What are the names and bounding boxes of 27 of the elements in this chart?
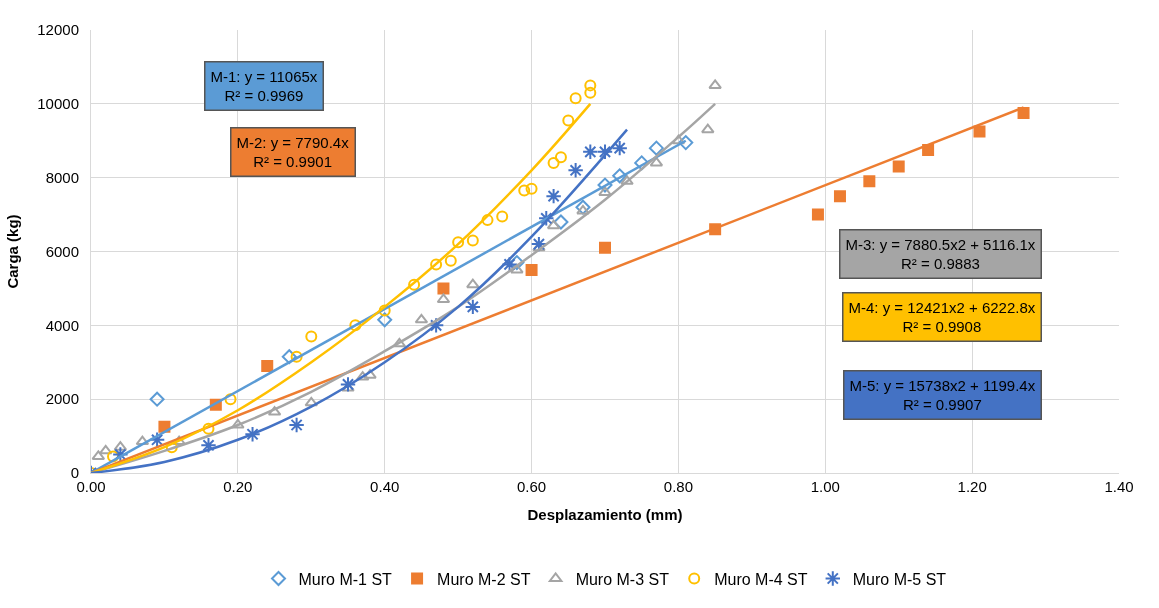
x-tick-label: 1.40 — [1104, 478, 1134, 495]
annotation: M-4: y = 12421x2 + 6222.8x R² = 0.9908 — [848, 298, 1036, 335]
x-tick-label: 1.20 — [957, 478, 987, 495]
x-tick-label: 0.40 — [370, 478, 400, 495]
y-tick-label: 4000 — [45, 316, 79, 334]
annotation: M-1: y = 11065x R² = 0.9969 — [210, 67, 318, 104]
y-tick-label: 12000 — [37, 21, 79, 39]
y-axis-title: Carga (kg) — [3, 214, 21, 289]
x-tick-label: 1.00 — [810, 478, 840, 495]
x-tick-label: 0.80 — [663, 478, 694, 495]
legend-label: Muro M-2 ST — [437, 570, 531, 588]
legend-label: Muro M-1 ST — [298, 570, 393, 588]
annotation: M-5: y = 15738x2 + 1199.4x R² = 0.9907 — [849, 376, 1036, 413]
x-tick-label: 0.00 — [76, 478, 106, 495]
y-tick-label: 10000 — [37, 95, 79, 113]
x-axis-title: Desplazamiento (mm) — [527, 506, 683, 523]
y-tick-label: 6000 — [45, 242, 79, 260]
legend-label: Muro M-4 ST — [714, 570, 808, 588]
annotation: M-2: y = 7790.4x R² = 0.9901 — [236, 133, 350, 170]
y-tick-label: 2000 — [45, 390, 79, 408]
y-tick-label: 8000 — [45, 168, 79, 186]
x-tick-label: 0.20 — [223, 478, 253, 495]
legend-label: Muro M-3 ST — [575, 570, 670, 588]
annotation: M-3: y = 7880.5x2 + 5116.1x R² = 0.9883 — [845, 235, 1036, 272]
x-tick-label: 0.60 — [516, 478, 547, 495]
legend-label: Muro M-5 ST — [852, 570, 947, 588]
y-tick-label: 0 — [70, 464, 79, 482]
